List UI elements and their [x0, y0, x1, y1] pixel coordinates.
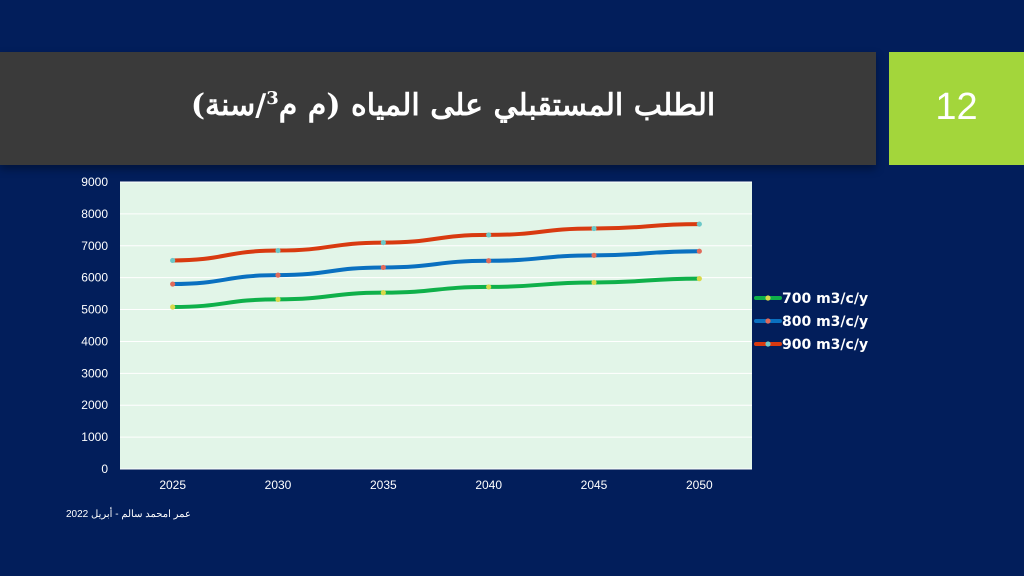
data-point: [380, 264, 386, 271]
data-point: [380, 290, 386, 296]
x-tick-label: 2045: [581, 478, 608, 492]
series-line: [170, 222, 702, 263]
y-tick-label: 6000: [81, 271, 108, 285]
legend-label: 900 m3/c/y: [782, 337, 868, 353]
legend-label: 700 m3/c/y: [782, 291, 868, 307]
y-tick-label: 4000: [81, 334, 108, 348]
legend-marker: [765, 318, 771, 324]
data-point: [486, 258, 492, 264]
legend-marker: [765, 295, 771, 301]
data-point: [486, 284, 492, 290]
x-tick-label: 2040: [475, 478, 502, 492]
data-point: [170, 257, 176, 264]
data-point: [696, 248, 702, 254]
slide-title: الطلب المستقبلي على المياه (م م3/سنة): [190, 88, 716, 123]
legend-marker: [765, 341, 771, 347]
data-point: [696, 221, 702, 227]
data-point: [275, 272, 281, 278]
x-tick-label: 2030: [265, 478, 292, 492]
data-point: [696, 276, 702, 282]
data-point: [486, 232, 492, 238]
x-tick-label: 2035: [370, 478, 397, 492]
y-tick-label: 5000: [81, 303, 108, 317]
data-point: [275, 296, 281, 302]
footer-credit: عمر امحمد سالم - أبريل 2022: [66, 509, 191, 520]
data-point: [591, 252, 597, 258]
series-line: [170, 249, 702, 287]
data-point: [275, 247, 281, 254]
title-bar: الطلب المستقبلي على المياه (م م3/سنة): [0, 52, 876, 165]
y-tick-label: 7000: [81, 239, 108, 253]
plot-area: [120, 182, 752, 469]
y-tick-label: 2000: [81, 398, 108, 412]
data-point: [170, 304, 176, 310]
series-line: [170, 276, 702, 310]
legend-label: 800 m3/c/y: [782, 314, 868, 330]
y-tick-label: 3000: [81, 366, 108, 380]
y-tick-label: 9000: [81, 175, 108, 189]
y-tick-label: 8000: [81, 207, 108, 221]
x-tick-label: 2025: [159, 478, 186, 492]
slide-number: 12: [935, 86, 978, 128]
y-tick-label: 1000: [81, 430, 108, 444]
data-point: [380, 239, 386, 246]
x-tick-label: 2050: [686, 478, 713, 492]
data-point: [170, 281, 176, 287]
y-tick-label: 0: [101, 462, 108, 476]
data-point: [591, 279, 597, 286]
data-point: [591, 225, 597, 232]
slide-number-box: 12: [889, 52, 1024, 165]
